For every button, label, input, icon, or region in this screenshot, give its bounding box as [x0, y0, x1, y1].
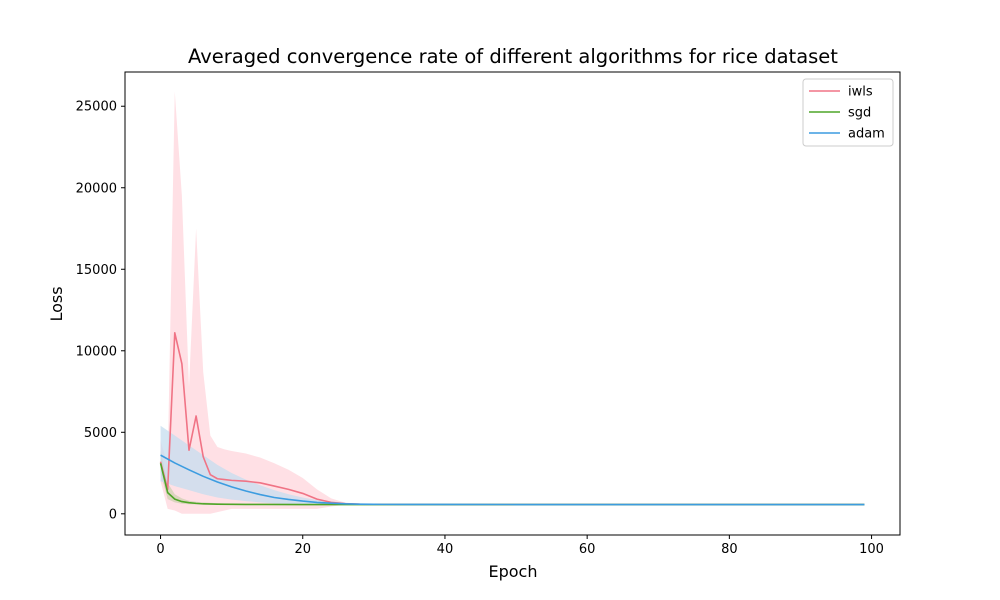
x-axis: 0 20 40 60 80 100	[156, 535, 884, 557]
y-tick-label: 5000	[84, 426, 117, 441]
legend-label-sgd: sgd	[848, 106, 871, 121]
y-tick-label: 25000	[76, 100, 117, 115]
x-tick-label: 100	[859, 542, 884, 557]
x-tick-label: 20	[294, 542, 311, 557]
x-tick-label: 40	[437, 542, 454, 557]
plot-area	[159, 91, 865, 514]
y-axis: 0 5000 10000 15000 20000 25000	[76, 100, 125, 522]
y-tick-label: 10000	[76, 344, 117, 359]
x-tick-label: 60	[579, 542, 596, 557]
legend: iwls sgd adam	[802, 78, 894, 147]
series-band-iwls	[160, 91, 865, 514]
legend-box	[802, 78, 894, 147]
y-tick-label: 0	[109, 507, 117, 522]
x-axis-label: Epoch	[489, 562, 538, 581]
x-tick-label: 80	[721, 542, 738, 557]
series-line-adam	[160, 454, 865, 506]
y-axis-label: Loss	[47, 286, 66, 321]
chart-title: Averaged convergence rate of different a…	[188, 45, 838, 68]
legend-label-iwls: iwls	[848, 85, 873, 100]
x-tick-label: 0	[156, 542, 164, 557]
legend-label-adam: adam	[848, 127, 885, 142]
y-tick-label: 15000	[76, 263, 117, 278]
y-tick-label: 20000	[76, 181, 117, 196]
series-band-adam	[160, 425, 865, 505]
plot-frame	[124, 71, 901, 536]
